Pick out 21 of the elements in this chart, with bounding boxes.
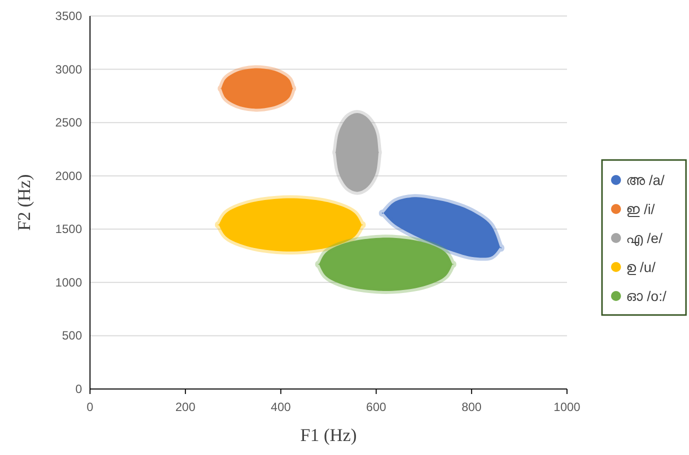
- y-axis-title: F2 (Hz): [14, 174, 34, 231]
- y-tick-label: 500: [62, 328, 82, 343]
- y-tick-label: 3500: [55, 9, 82, 23]
- x-tick-label: 1000: [554, 400, 581, 414]
- x-tick-label: 800: [462, 400, 482, 414]
- x-tick-label: 400: [270, 400, 292, 414]
- legend-label: ഓ /o:/: [626, 288, 666, 304]
- x-tick-label: 600: [366, 400, 387, 414]
- x-tick-label: 0: [86, 400, 94, 414]
- legend-label: അ /a/: [626, 172, 665, 188]
- y-tick-label: 1000: [55, 275, 82, 290]
- y-tick-label: 2000: [55, 168, 82, 183]
- y-tick-label: 3000: [55, 62, 82, 76]
- y-tick-label: 2500: [55, 116, 82, 130]
- x-axis-title: F1 (Hz): [300, 425, 357, 445]
- legend-label: ഉ /u/: [626, 259, 656, 275]
- x-tick-label: 200: [175, 400, 196, 414]
- y-tick-label: 0: [75, 382, 82, 396]
- y-tick-label: 1500: [55, 222, 82, 236]
- legend-label: എ /e/: [626, 230, 663, 247]
- legend-label: ഇ /i/: [626, 201, 655, 217]
